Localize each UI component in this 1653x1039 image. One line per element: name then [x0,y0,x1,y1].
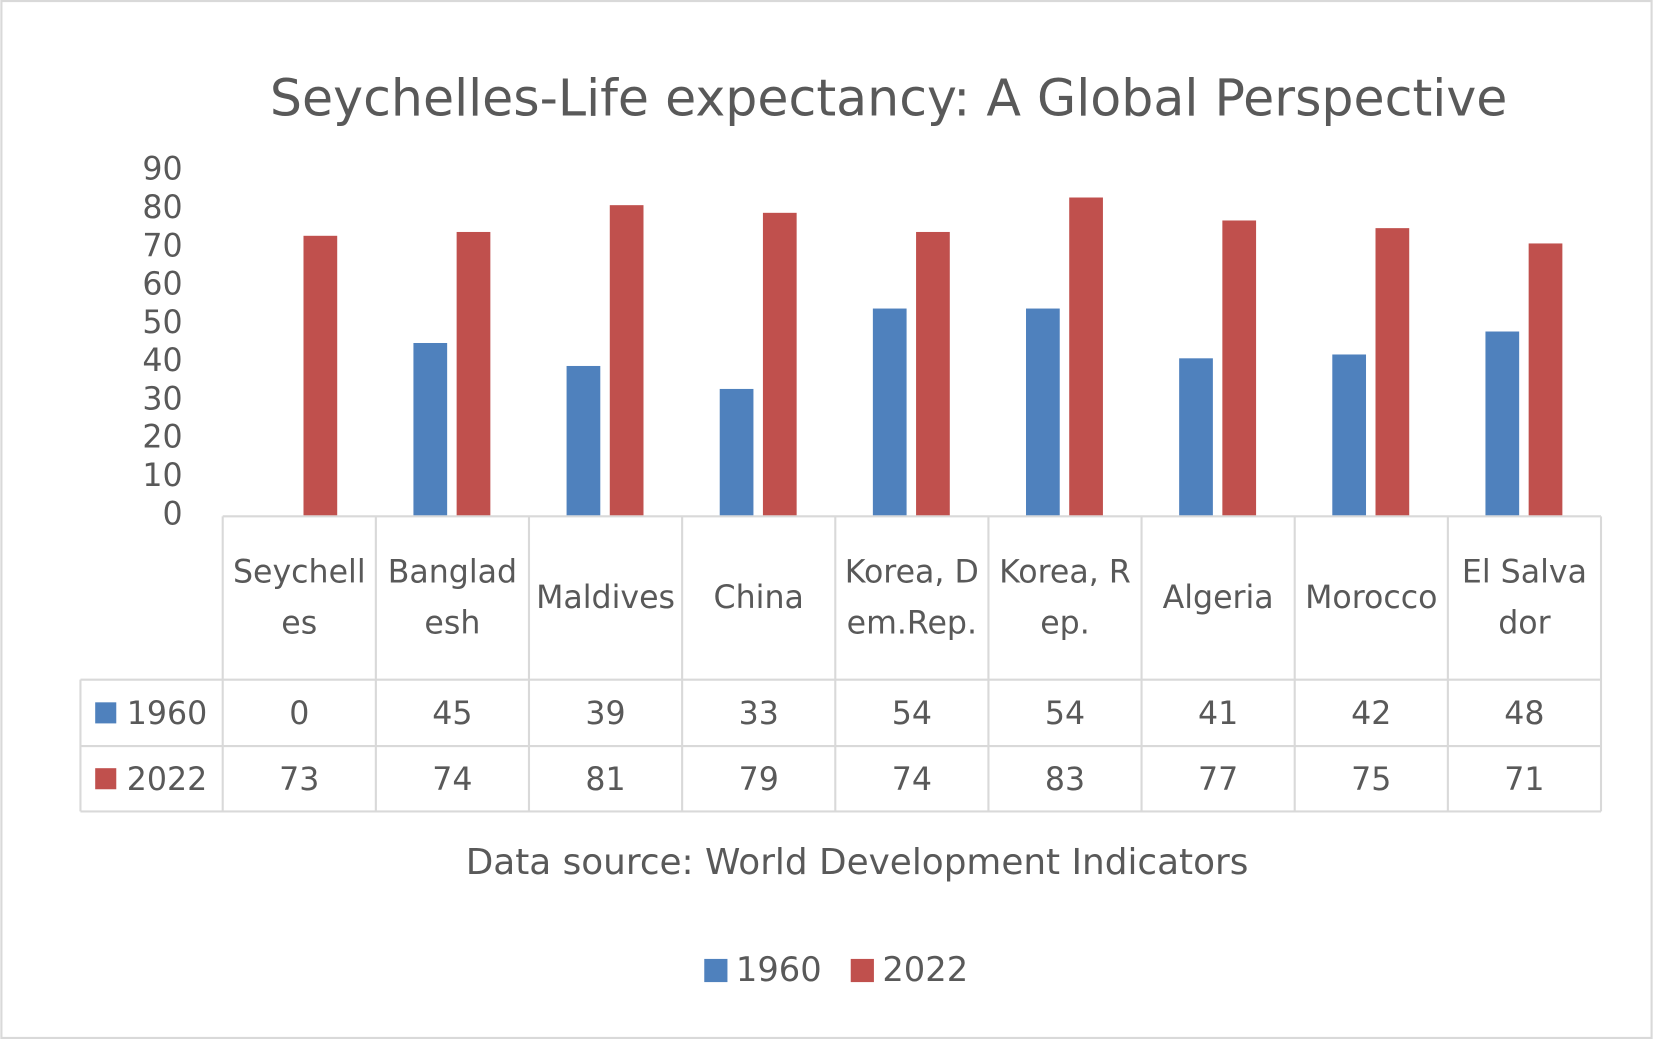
chart-title: Seychelles-Life expectancy: A Global Per… [270,69,1507,128]
table-value: 77 [1198,762,1238,798]
table-legend-key [95,702,117,724]
y-tick-label: 40 [142,343,182,379]
table-value: 71 [1504,762,1544,798]
bar [413,342,448,516]
table-value: 79 [739,762,779,798]
table-value: 39 [585,696,625,732]
category-cell: Maldives [536,579,676,617]
y-tick-label: 20 [142,420,182,456]
category-cell: El Salvador [1461,554,1587,642]
y-tick-label: 50 [142,305,182,341]
table-row-header: 2022 [127,762,207,798]
bar [1528,243,1563,516]
y-tick-label: 70 [142,228,182,264]
x-tick-label: Maldives [536,579,676,617]
bar [609,205,644,516]
bar [1222,220,1257,516]
table-value: 74 [892,762,932,798]
bar [719,388,754,516]
table-legend-key [95,768,117,790]
bar [1375,228,1410,516]
bar [1485,331,1520,516]
legend-key [704,958,728,983]
bar [303,235,338,516]
table-value: 83 [1045,762,1085,798]
table-value: 48 [1504,696,1544,732]
bar [1332,354,1367,516]
bar [1179,358,1213,516]
category-cell: Seychelles [232,554,366,642]
category-cell: Morocco [1305,579,1438,617]
table-value: 41 [1198,696,1238,732]
y-tick-label: 0 [163,496,183,532]
x-tick-label: El Salvador [1461,554,1587,642]
y-tick-label: 90 [142,152,182,188]
bar [1026,308,1060,516]
x-tick-label: Algeria [1162,579,1274,617]
legend-label: 1960 [736,950,822,989]
x-tick-label: China [713,579,804,617]
table-value: 45 [432,696,472,732]
x-tick-label: Korea, Dem.Rep. [844,554,979,642]
x-tick-label: Bangladesh [387,554,518,642]
x-tick-label: Morocco [1305,579,1438,617]
category-cell: Korea, Rep. [999,554,1131,642]
legend-key [850,958,874,983]
y-tick-label: 10 [142,458,182,494]
category-cell: Algeria [1162,579,1274,617]
table-value: 54 [892,696,932,732]
table-value: 81 [585,762,625,798]
table-value: 75 [1351,762,1391,798]
caption: Data source: World Development Indicator… [466,842,1249,883]
y-tick-label: 80 [142,190,182,226]
bar [762,212,797,516]
table-value: 54 [1045,696,1085,732]
bar [872,308,907,516]
category-cell: China [713,579,804,617]
bar [566,365,601,516]
category-cell: Bangladesh [387,554,518,642]
table-value: 33 [739,696,779,732]
bar [1069,197,1103,516]
table-value: 73 [279,762,319,798]
table-value: 0 [289,696,309,732]
y-tick-label: 30 [142,381,182,417]
table-row-header: 1960 [127,696,207,732]
table-value: 42 [1351,696,1391,732]
category-cell: Korea, Dem.Rep. [844,554,979,642]
legend-label: 2022 [882,950,968,989]
y-tick-label: 60 [142,267,182,303]
table-value: 74 [432,762,472,798]
x-tick-label: Seychelles [232,554,366,642]
bar [456,231,491,516]
bar [916,231,950,516]
x-tick-label: Korea, Rep. [999,554,1131,642]
